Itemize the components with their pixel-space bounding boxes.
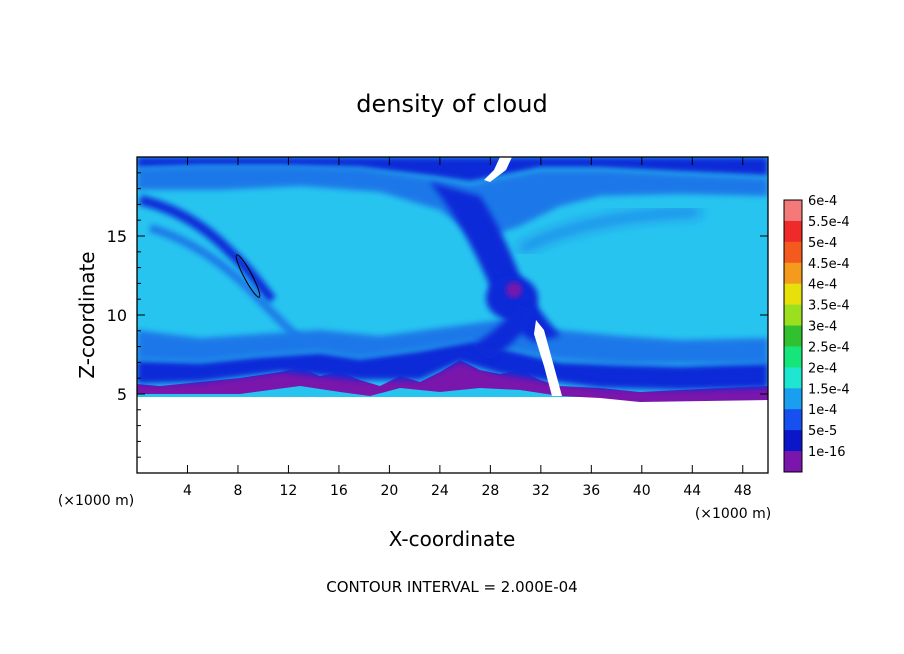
x-tick-label: 24 (431, 483, 449, 499)
colorbar-frame (783, 199, 803, 473)
x-axis-label: X-coordinate (389, 527, 516, 551)
chart-title: density of cloud (356, 90, 547, 118)
colorbar-label: 2e-4 (808, 361, 837, 376)
colorbar-label: 5.5e-4 (808, 215, 850, 230)
colorbar-label: 4.5e-4 (808, 257, 850, 272)
streak-right (518, 208, 701, 254)
x-axis-ticks: 4 8 12 16 20 24 28 32 36 40 44 48 (183, 157, 752, 499)
colorbar-label: 6e-4 (808, 194, 837, 209)
x-tick-label: 12 (280, 483, 298, 499)
contour-interval-note: CONTOUR INTERVAL = 2.000E-04 (326, 578, 577, 596)
colorbar-swatch (784, 200, 802, 222)
vortex-core (506, 282, 522, 298)
x-tick-label: 4 (183, 483, 192, 499)
colorbar-swatch (784, 325, 802, 347)
colorbar-label: 4e-4 (808, 278, 837, 293)
colorbar-swatch (784, 262, 802, 285)
vortex-lower (470, 304, 536, 360)
colorbar-label: 5e-5 (808, 424, 837, 439)
colorbar-swatch (784, 346, 802, 368)
x-tick-label: 32 (532, 483, 550, 499)
x-unit-left: (×1000 m) (58, 493, 134, 509)
deep-layer-bottom (137, 340, 768, 390)
rift-gap (534, 320, 562, 396)
density-field (137, 157, 768, 473)
x-tick-label: 40 (633, 483, 651, 499)
colorbar-swatch (784, 283, 802, 306)
colorbar-swatch (784, 409, 802, 431)
x-tick-label: 36 (582, 483, 600, 499)
colorbar-swatch (784, 220, 802, 243)
colorbar-swatch (784, 430, 802, 452)
y-tick-label: 15 (107, 227, 127, 246)
colorbar-label: 1e-4 (808, 403, 837, 418)
x-tick-label: 28 (481, 483, 499, 499)
colorbar-swatch (784, 388, 802, 410)
x-tick-label: 8 (233, 483, 242, 499)
x-tick-label: 20 (380, 483, 398, 499)
x-unit-right: (×1000 m) (695, 506, 771, 522)
deep-layer-top (137, 157, 768, 182)
y-tick-label: 10 (107, 306, 127, 325)
colorbar-swatch (784, 451, 802, 473)
colorbar-label: 1e-16 (808, 445, 846, 460)
contour-line (235, 254, 261, 298)
colorbar-label: 3e-4 (808, 320, 837, 335)
colorbar-swatch (784, 241, 802, 264)
colorbar-label: 1.5e-4 (808, 382, 850, 397)
y-axis-label: Z-coordinate (75, 251, 99, 378)
colorbar-label: 2.5e-4 (808, 340, 850, 355)
colorbar-swatch (784, 367, 802, 389)
streak-upper-left (138, 195, 276, 304)
x-tick-label: 44 (683, 483, 701, 499)
colorbar: 6e-4 5.5e-4 5e-4 4.5e-4 4e-4 3.5e-4 3e-4 2.5e-4… (783, 194, 850, 473)
y-tick-label: 5 (117, 385, 127, 404)
y-axis-ticks: 5 10 15 (107, 172, 768, 458)
cloud-layer-bottom (137, 320, 768, 364)
x-tick-label: 16 (330, 483, 348, 499)
streak-mid-left (148, 224, 303, 343)
colorbar-swatch (784, 304, 802, 327)
colorbar-label: 3.5e-4 (808, 299, 850, 314)
colorbar-label: 5e-4 (808, 236, 837, 251)
top-gap (484, 157, 512, 182)
x-tick-label: 48 (734, 483, 752, 499)
